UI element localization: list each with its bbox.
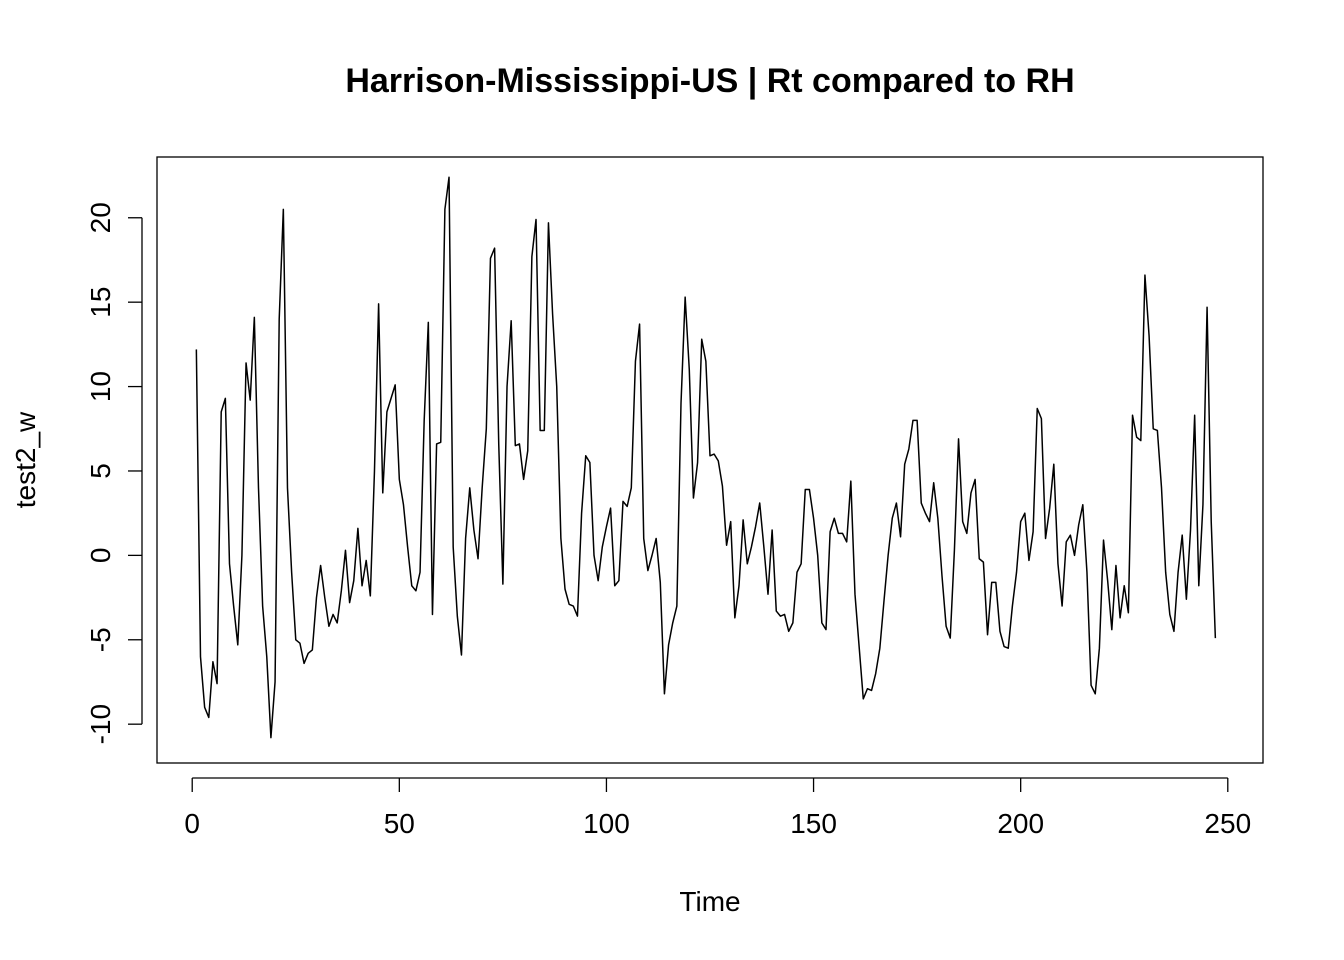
x-axis-label: Time [679,886,740,917]
y-tick-label: 20 [85,202,116,233]
x-tick-label: 250 [1204,808,1251,839]
y-tick-label: -5 [85,627,116,652]
series-line-0 [195,176,1217,739]
y-tick-label: 5 [85,463,116,479]
y-tick-label: 10 [85,371,116,402]
y-tick-label: 0 [85,548,116,564]
y-tick-label: -10 [85,704,116,744]
plot-area-frame [156,156,1264,764]
x-axis: 0 50 100 150 200 250 [184,777,1251,839]
series-group [195,176,1217,739]
x-tick-label: 150 [790,808,837,839]
x-tick-label: 50 [384,808,415,839]
x-tick-label: 100 [583,808,630,839]
x-tick-label: 200 [997,808,1044,839]
y-axis-label: test2_w [10,411,41,508]
chart-title: Harrison-Mississippi-US | Rt compared to… [345,62,1074,100]
x-tick-label: 0 [184,808,200,839]
y-axis: -10 -5 0 5 10 15 20 [85,202,143,744]
y-tick-label: 15 [85,287,116,318]
